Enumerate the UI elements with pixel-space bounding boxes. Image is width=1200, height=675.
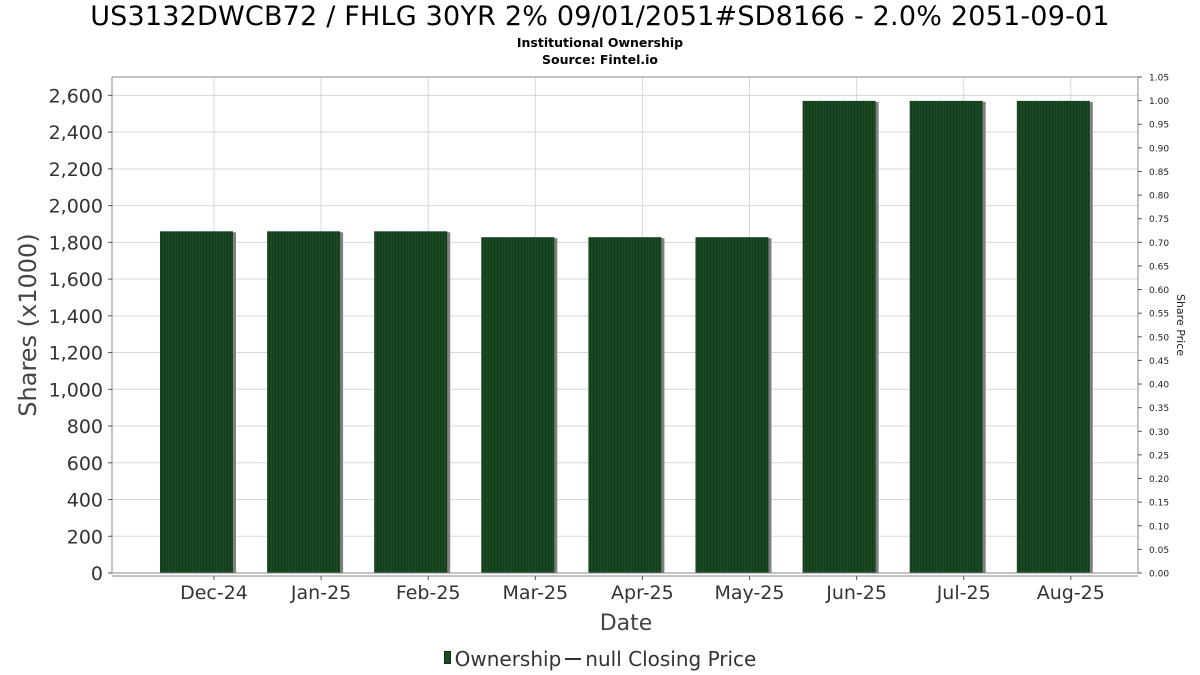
legend-price-label: null Closing Price [585, 647, 757, 671]
y2-tick-label: 0.85 [1149, 168, 1169, 178]
y-tick-label: 1,600 [49, 269, 103, 291]
y-tick-label: 1,400 [49, 306, 103, 328]
y2-tick-label: 0.15 [1149, 499, 1169, 509]
ownership-legend-swatch [443, 651, 451, 664]
chart-source: Source: Fintel.io [542, 52, 658, 67]
chart-subtitle: Institutional Ownership [516, 35, 684, 50]
y2-tick-label: 0.10 [1149, 522, 1169, 532]
x-axis-label: Date [600, 611, 653, 636]
y-tick-label: 600 [67, 453, 103, 475]
y2-tick-label: 0.70 [1149, 239, 1169, 249]
y-tick-label: 800 [67, 416, 103, 438]
y-tick-label: 2,200 [49, 159, 103, 181]
y-tick-label: 2,000 [49, 196, 103, 218]
x-tick-label: Jul-25 [936, 582, 991, 604]
y-tick-label: 1,200 [49, 343, 103, 365]
x-tick-label: Jun-25 [825, 582, 887, 604]
x-tick-label: Feb-25 [396, 582, 461, 604]
y2-tick-label: 0.35 [1149, 404, 1169, 414]
axes [111, 76, 1139, 577]
y2-tick-label: 0.20 [1149, 475, 1169, 485]
chart-title: US3132DWCB72 / FHLG 30YR 2% 09/01/2051#S… [90, 1, 1110, 32]
x-tick-label: May-25 [715, 582, 785, 604]
bar-series [160, 100, 1093, 574]
legend: Ownership null Closing Price [0, 647, 1200, 671]
y2-tick-label: 0.40 [1149, 381, 1169, 391]
y2-tick-label: 0.75 [1149, 215, 1169, 225]
x-tick-label: Dec-24 [180, 582, 248, 604]
ownership-bar [374, 231, 448, 574]
y2-tick-label: 0.90 [1149, 144, 1169, 154]
x-tick-label: Jan-25 [290, 582, 351, 604]
closing-price-legend-line [565, 658, 582, 660]
x-tick-label: Mar-25 [502, 582, 568, 604]
ownership-bar [588, 237, 662, 573]
y-tick-label: 2,600 [49, 85, 103, 107]
y-tick-label: 1,800 [49, 232, 103, 254]
y2-axis-ticks: 0.00 0.05 0.10 0.15 0.20 0.25 0.30 0.35 0.40 0.45… [1138, 74, 1169, 580]
y2-tick-label: 0.25 [1149, 451, 1169, 461]
y-tick-label: 200 [67, 526, 103, 548]
x-tick-label: Apr-25 [611, 582, 674, 604]
y-tick-label: 400 [67, 490, 103, 512]
x-axis-ticks: Dec-24 Jan-25 Feb-25 Mar-25 Apr-25 May-25 Jun-… [180, 576, 1105, 604]
y-tick-label: 0 [91, 563, 103, 585]
ownership-bar [909, 100, 983, 574]
ownership-bar [695, 237, 769, 573]
ownership-bar [481, 237, 555, 573]
y2-tick-label: 0.50 [1149, 333, 1169, 343]
ownership-bar [802, 100, 876, 574]
y2-tick-label: 1.00 [1149, 97, 1169, 107]
y-tick-label: 2,400 [49, 122, 103, 144]
y-axis-label: Shares (x1000) [14, 233, 42, 416]
y2-tick-label: 0.65 [1149, 262, 1169, 272]
legend-ownership-label: Ownership [454, 647, 562, 671]
y2-tick-label: 0.45 [1149, 357, 1169, 367]
y-tick-label: 1,000 [49, 379, 103, 401]
y2-tick-label: 0.80 [1149, 192, 1169, 202]
y2-tick-label: 1.05 [1149, 74, 1169, 84]
y2-axis-label: Share Price [1174, 294, 1187, 356]
y-axis-ticks: 0 200 400 600 800 1,000 1,200 1,400 1,600 1,800 2,… [49, 85, 112, 585]
y2-tick-label: 0.60 [1149, 286, 1169, 296]
y2-tick-label: 0.30 [1149, 428, 1169, 438]
ownership-bar [1016, 100, 1090, 574]
y2-tick-label: 0.95 [1149, 121, 1169, 131]
y2-tick-label: 0.00 [1149, 570, 1169, 580]
y2-tick-label: 0.55 [1149, 310, 1169, 320]
ownership-bar [267, 231, 341, 574]
x-tick-label: Aug-25 [1037, 582, 1105, 604]
ownership-bar [160, 231, 233, 574]
y2-tick-label: 0.05 [1149, 546, 1169, 556]
